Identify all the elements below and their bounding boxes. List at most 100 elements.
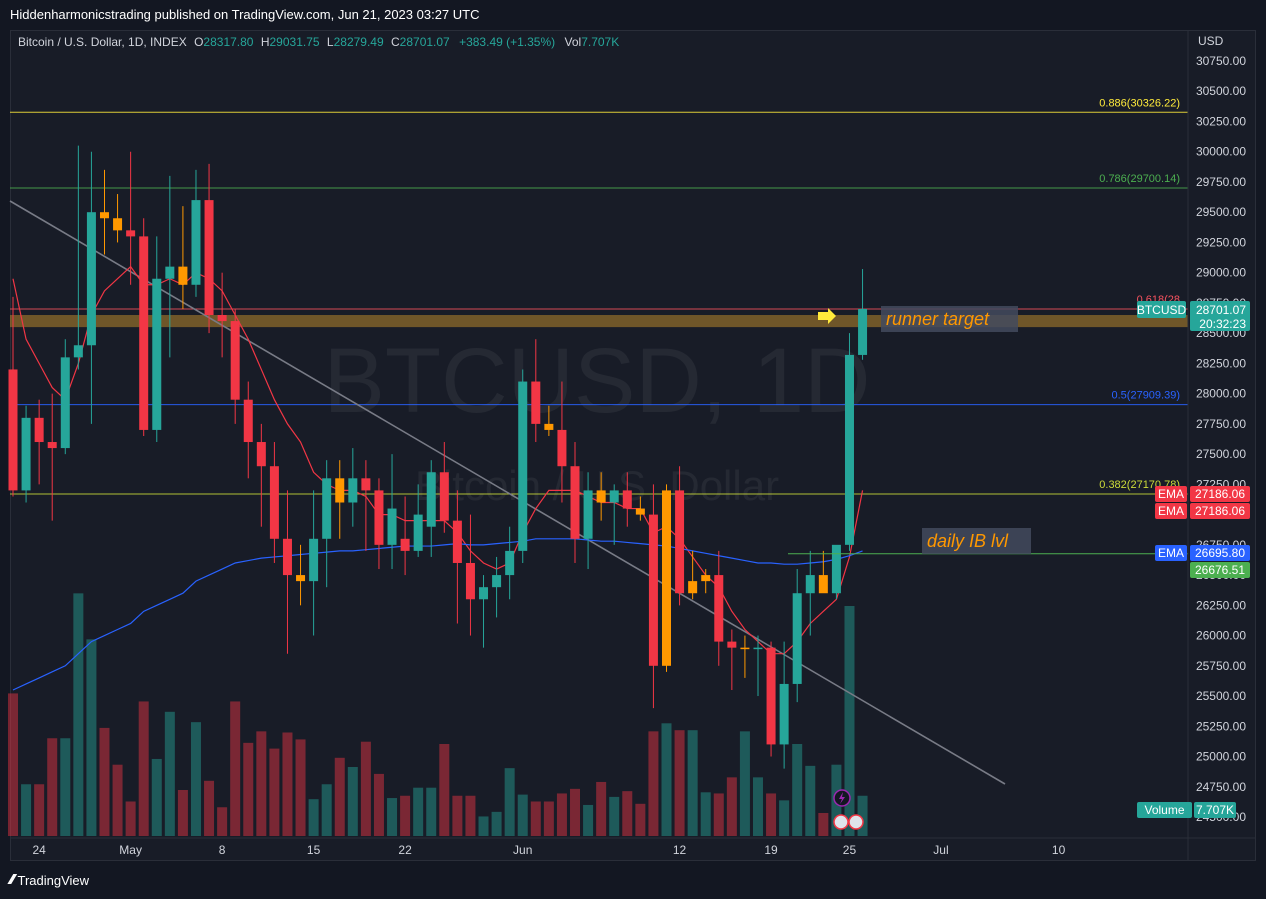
volume-value-badge-bg <box>1194 802 1236 818</box>
candle-body <box>139 236 149 430</box>
ema1-value-badge-bg <box>1190 486 1250 502</box>
candle-body <box>21 417 31 491</box>
volume-bar <box>282 732 293 836</box>
candle-body <box>727 641 737 648</box>
candle-body <box>662 490 671 666</box>
volume-bar <box>857 795 868 836</box>
volume-bar <box>674 730 685 836</box>
ema2-label-badge: EMA <box>1158 504 1184 518</box>
volume-bar <box>622 791 633 836</box>
volume-bar <box>177 790 188 836</box>
watermark-symbol: BTCUSD, 1D <box>324 330 871 432</box>
y-tick-label: 27500.00 <box>1196 447 1246 461</box>
legend-open: 28317.80 <box>203 35 253 49</box>
y-tick-label: 25000.00 <box>1196 750 1246 764</box>
candle-body <box>8 369 18 491</box>
ema3-value-badge: 26695.80 <box>1195 546 1245 560</box>
y-tick-label: 30500.00 <box>1196 84 1246 98</box>
x-tick-label: 25 <box>843 843 857 857</box>
btc-label-badge: BTCUSD <box>1137 303 1187 317</box>
candle-body <box>596 490 606 503</box>
candle-body <box>753 647 763 650</box>
ema1-label-badge-bg <box>1155 486 1187 502</box>
legend-open-label: O <box>194 35 203 49</box>
candle-body <box>570 466 580 539</box>
candle-body <box>269 466 279 539</box>
x-tick-label: 22 <box>398 843 412 857</box>
x-tick-label: Jun <box>513 843 532 857</box>
y-tick-label: 28000.00 <box>1196 387 1246 401</box>
daily-ib-text: daily IB lvl <box>927 531 1009 551</box>
us-flag-icon[interactable] <box>833 814 849 830</box>
volume-bar <box>570 788 581 836</box>
candle-body <box>387 508 397 545</box>
volume-bar <box>687 730 698 836</box>
footer-brand: TradingView <box>17 873 90 888</box>
volume-bar <box>217 807 228 836</box>
legend-close-label: C <box>391 35 400 49</box>
volume-bar <box>164 711 175 836</box>
volume-bar <box>439 744 450 836</box>
volume-bar <box>21 784 32 836</box>
ema3-label-badge-bg <box>1155 545 1187 561</box>
candle-body <box>243 399 253 443</box>
price-axis[interactable]: USD 30750.00 30500.00 30250.00 30000.00 29750… <box>1187 30 1246 860</box>
volume-bar <box>400 795 411 836</box>
y-tick-label: 29000.00 <box>1196 266 1246 280</box>
legend-vol-label: Vol <box>565 35 582 49</box>
legend-vol: 7.707K <box>581 35 619 49</box>
ib-value-badge: 26676.51 <box>1195 563 1245 577</box>
candle-body <box>505 550 515 576</box>
candle-body <box>60 357 70 449</box>
y-tick-label: 27750.00 <box>1196 417 1246 431</box>
ema2-label-badge-bg <box>1155 503 1187 519</box>
volume-bar <box>387 798 398 836</box>
chart-frame[interactable] <box>10 30 1256 861</box>
y-tick-label: 30750.00 <box>1196 54 1246 68</box>
x-tick-label: 19 <box>764 843 778 857</box>
us-flag-icon[interactable] <box>848 814 864 830</box>
candle-body <box>635 508 645 515</box>
volume-bar <box>739 731 750 836</box>
volume-bar <box>818 813 829 836</box>
volume-bar <box>295 739 306 836</box>
candle-body <box>583 490 593 539</box>
volume-bar <box>347 767 358 836</box>
volume-label-badge-bg <box>1137 802 1192 818</box>
legend-close: 28701.07 <box>400 35 450 49</box>
ema2-value-badge: 27186.06 <box>1195 504 1245 518</box>
candle-body <box>622 490 632 509</box>
volume-bar <box>125 801 136 836</box>
y-tick-label: 29500.00 <box>1196 205 1246 219</box>
volume-bar <box>308 799 319 836</box>
published-header: Hiddenharmonicstrading published on Trad… <box>0 0 1266 30</box>
volume-bar <box>726 777 737 836</box>
footer: ⁄⁄⁄ TradingView <box>10 870 89 892</box>
trendline-down[interactable] <box>9 200 1006 785</box>
volume-bar <box>752 777 763 836</box>
candle-body <box>309 538 319 582</box>
candle-body <box>348 478 358 503</box>
candle-body <box>831 544 841 594</box>
time-axis[interactable]: 24 May 8 15 22 Jun 12 19 25 Jul 10 <box>10 837 1256 857</box>
y-tick-label: 29250.00 <box>1196 235 1246 249</box>
candle-body <box>714 575 724 642</box>
candle-body <box>99 212 109 219</box>
candle-body <box>648 514 658 666</box>
volume-bar <box>373 773 384 836</box>
volume-bar <box>648 731 659 836</box>
runner-target-box[interactable] <box>881 306 1018 332</box>
candle-body <box>465 562 475 600</box>
daily-ib-box[interactable] <box>922 528 1031 554</box>
lightning-glyph-icon <box>839 792 845 804</box>
trendline[interactable] <box>9 200 1006 785</box>
volume-bar <box>151 758 162 836</box>
svg-text:Bitcoin / U.S. Dollar, 1D, IND: Bitcoin / U.S. Dollar, 1D, INDEX O28317.… <box>18 35 619 49</box>
candle-body <box>191 200 201 285</box>
candle-body <box>452 520 462 563</box>
candle-body <box>400 538 410 551</box>
y-tick-label: 25250.00 <box>1196 719 1246 733</box>
candle-body <box>34 417 44 443</box>
